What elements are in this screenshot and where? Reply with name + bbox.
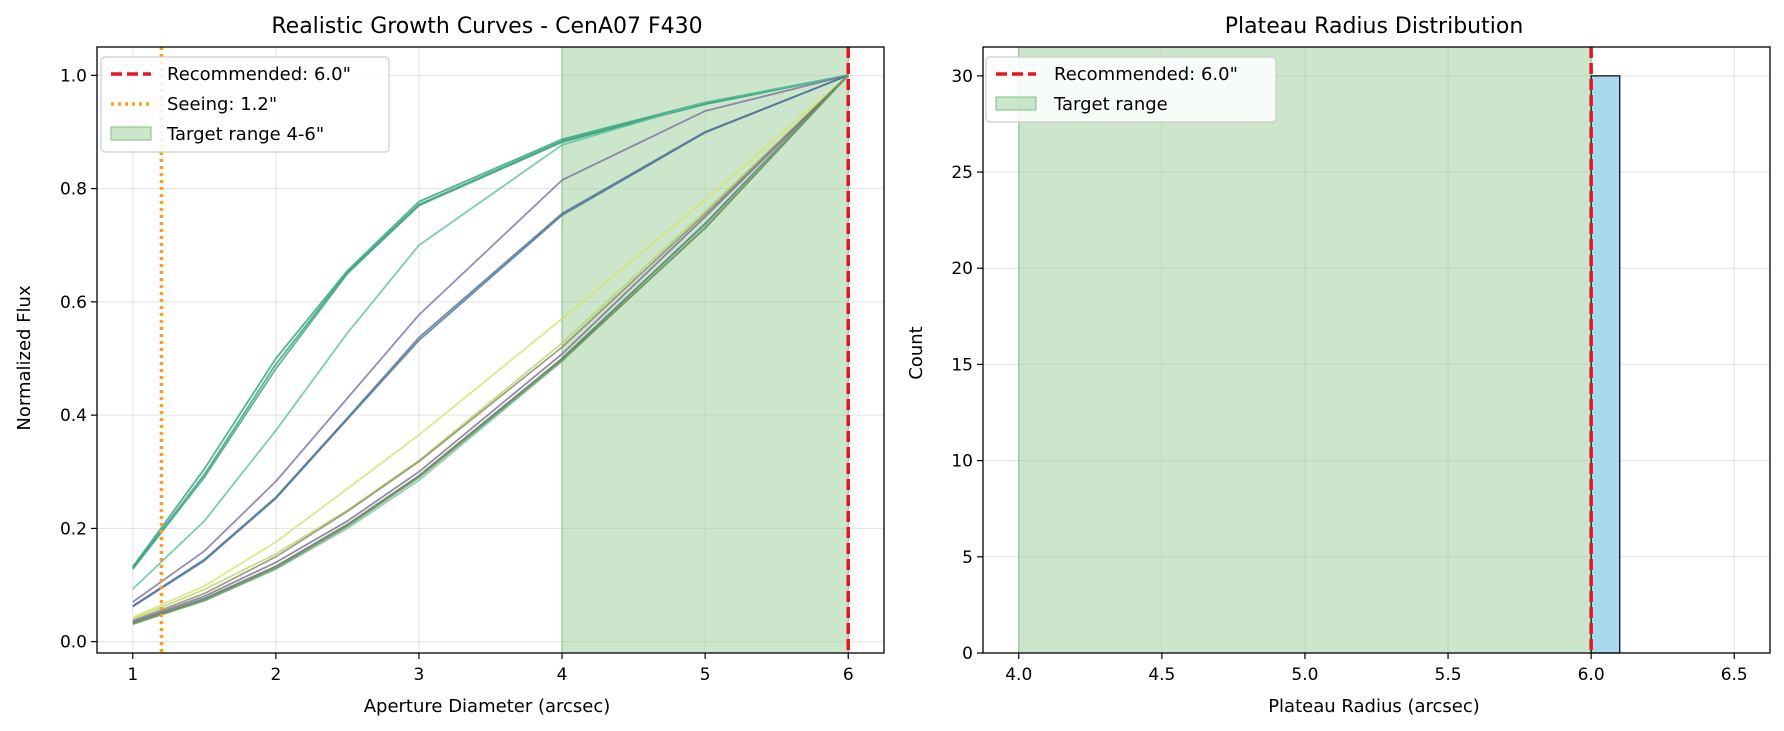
growth-axes-border <box>96 46 885 654</box>
growth-x-axis-label: Aperture Diameter (arcsec) <box>364 696 611 717</box>
growth-target-range-band <box>561 46 849 654</box>
growth-y-tick-label: 0.4 <box>60 406 87 426</box>
growth-x-tick-label: 4 <box>557 665 568 685</box>
legend-recommended-label: Recommended: 6.0" <box>167 64 351 85</box>
growth-series-line-8 <box>132 74 849 619</box>
legend-target-swatch <box>110 126 152 141</box>
plateau-axes-frame <box>982 46 1771 654</box>
growth-x-tick-label: 1 <box>127 665 138 685</box>
growth-series-line-14 <box>132 74 849 625</box>
growth-y-tick-label: 0.0 <box>60 633 87 653</box>
plateau-x-tick-label: 4.0 <box>1005 665 1032 685</box>
plateau-gridlines <box>983 47 1770 654</box>
plateau-legend-box <box>985 56 1277 123</box>
plateau-chart-title: Plateau Radius Distribution <box>1225 14 1524 39</box>
growth-x-tick-label: 5 <box>700 665 711 685</box>
growth-legend-box <box>100 56 390 153</box>
growth-series-line-7 <box>132 74 849 608</box>
growth-curves-chart: Realistic Growth Curves - CenA07 F430 1 2… <box>14 14 885 717</box>
growth-target-range <box>561 46 849 654</box>
plateau-x-tick-label: 4.5 <box>1148 665 1175 685</box>
plateau-y-tick-label: 20 <box>951 259 973 279</box>
plateau-x-tick-label: 5.5 <box>1435 665 1462 685</box>
plateau-legend-target-swatch <box>995 96 1037 111</box>
legend-seeing-label: Seeing: 1.2" <box>167 94 277 115</box>
growth-axes-frame <box>96 46 885 654</box>
plateau-y-axis-label: Count <box>906 326 927 379</box>
plateau-axes-border <box>982 46 1771 654</box>
legend-target-label: Target range 4-6" <box>166 124 324 145</box>
plateau-y-tick-label: 0 <box>962 644 973 664</box>
plateau-x-tick-label: 5.0 <box>1291 665 1318 685</box>
plateau-histogram-bars <box>1590 75 1621 654</box>
plateau-x-tick-label: 6.0 <box>1578 665 1605 685</box>
growth-y-tick-label: 0.6 <box>60 293 87 313</box>
plateau-y-tick-label: 5 <box>962 548 973 568</box>
plateau-distribution-chart: Plateau Radius Distribution 4.0 4.5 5.0 5.5… <box>906 14 1771 717</box>
growth-series-line-4 <box>132 74 849 590</box>
growth-series-line-11 <box>132 74 849 623</box>
growth-tick-labels: 1 2 3 4 5 6 0.0 0.2 0.4 0.6 0.8 1.0 <box>60 66 854 685</box>
growth-series-line-5 <box>132 74 849 603</box>
growth-y-tick-label: 0.8 <box>60 180 87 200</box>
plateau-y-tick-label: 30 <box>951 67 973 87</box>
plateau-target-range-band <box>1018 46 1592 654</box>
growth-chart-title: Realistic Growth Curves - CenA07 F430 <box>271 14 702 39</box>
plateau-legend: Recommended: 6.0" Target range <box>985 56 1277 123</box>
plateau-legend-recommended-label: Recommended: 6.0" <box>1054 64 1238 85</box>
plateau-target-range <box>1018 46 1592 654</box>
plateau-histogram-bar-1 <box>1590 75 1621 654</box>
plateau-x-axis-label: Plateau Radius (arcsec) <box>1268 696 1480 717</box>
growth-x-tick-label: 2 <box>270 665 281 685</box>
growth-x-tick-label: 3 <box>414 665 425 685</box>
growth-series-line-9 <box>132 74 849 620</box>
growth-series-line-12 <box>132 74 849 624</box>
growth-series-lines <box>132 74 849 625</box>
growth-series-line-1 <box>132 74 849 568</box>
plateau-tick-labels: 4.0 4.5 5.0 5.5 6.0 6.5 0 5 10 15 20 25 30 <box>951 67 1747 685</box>
plateau-y-tick-label: 10 <box>951 452 973 472</box>
plateau-legend-target-label: Target range <box>1053 94 1168 115</box>
growth-y-tick-label: 0.2 <box>60 519 87 539</box>
growth-x-tick-label: 6 <box>843 665 854 685</box>
growth-series-line-10 <box>132 74 849 622</box>
plateau-x-tick-label: 6.5 <box>1721 665 1748 685</box>
growth-y-axis-label: Normalized Flux <box>14 285 35 431</box>
plateau-y-tick-label: 25 <box>951 163 973 183</box>
growth-legend: Recommended: 6.0" Seeing: 1.2" Target ra… <box>100 56 390 153</box>
growth-y-tick-label: 1.0 <box>60 66 87 86</box>
plateau-y-tick-label: 15 <box>951 355 973 375</box>
